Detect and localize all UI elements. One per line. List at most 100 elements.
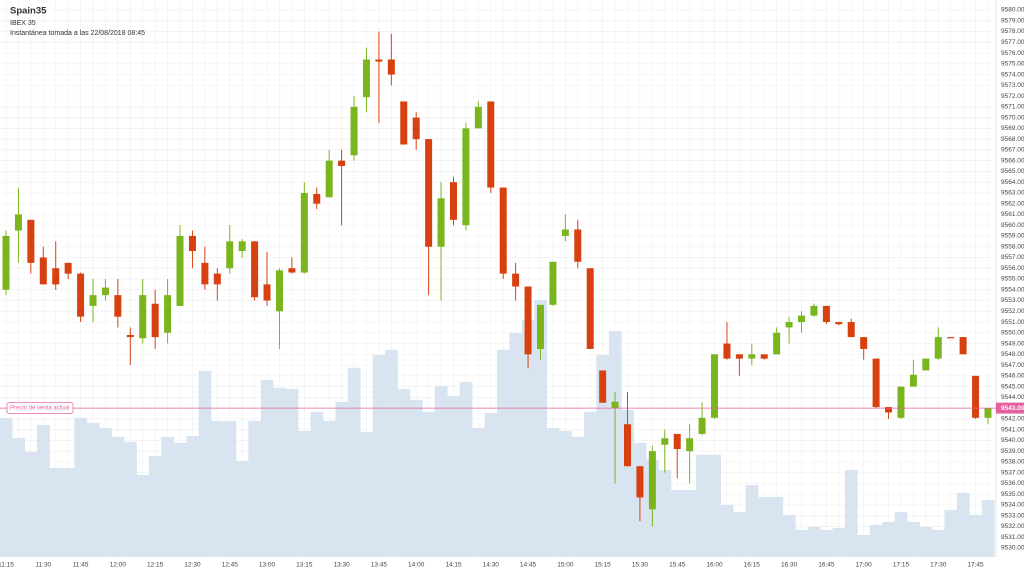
volume-bar [99,427,112,557]
candle-body [909,374,917,387]
candle-body [487,101,495,188]
candle-body [860,337,868,349]
y-tick-label: 9561.00 [1001,211,1024,218]
candle-body [984,408,992,418]
volume-bar [161,436,175,557]
candle-body [897,386,905,418]
y-tick-label: 9542.00 [1001,416,1024,423]
volume-bar [546,427,560,557]
volume-bar [857,534,871,557]
volume-bar [770,496,784,557]
volume-bar [397,388,411,557]
volume-bar [447,395,460,557]
y-tick-label: 9556.00 [1001,265,1024,272]
candle-body [300,192,308,273]
volume-bar [658,469,672,557]
candle-body [673,433,681,450]
volume-bar [372,354,386,557]
volume-bar [795,529,809,557]
y-tick-label: 9537.00 [1001,469,1024,476]
y-tick-label: 9546.00 [1001,373,1024,380]
y-tick-label: 9534.00 [1001,502,1024,509]
volume-bar [944,509,958,557]
volume-bar [24,451,38,557]
y-tick-label: 9565.00 [1001,168,1024,175]
candle-body [151,303,159,338]
y-tick-label: 9562.00 [1001,200,1024,207]
volume-bar [559,430,572,557]
chart-subtitle: IBEX 35 [10,20,36,27]
chart-title: Spain35 [10,6,47,17]
volume-bar [12,437,25,557]
y-tick-label: 9558.00 [1001,243,1024,250]
candle-body [362,59,370,98]
volume-bar [845,469,858,557]
candle-body [338,160,346,167]
current-price-tag-box [6,402,74,414]
volume-bar [807,526,821,557]
volume-bar [459,381,473,557]
volume-bar [37,424,50,557]
y-tick-label: 9572.00 [1001,93,1024,100]
volume-bar [124,441,137,557]
y-tick-label: 9552.00 [1001,308,1024,315]
candle-body [27,219,35,263]
y-tick-label: 9540.00 [1001,437,1024,444]
x-tick-label: 14:00 [408,562,425,569]
x-tick-label: 16:00 [706,562,723,569]
volume-bar [733,511,746,557]
volume-bar [434,385,448,557]
volume-bar [907,521,920,557]
volume-bar [49,467,63,557]
candle-body [723,343,731,359]
volume-bar [223,420,237,557]
candle-body [959,337,967,355]
volume-bar [111,436,125,557]
x-tick-label: 16:45 [818,562,835,569]
volume-bar [683,489,697,557]
volume-bar [260,379,274,557]
volume-bar [136,474,150,557]
candle-body [437,198,445,247]
candle-body [462,128,470,226]
x-tick-label: 11:15 [0,562,14,569]
current-price-tag: Precio de venta actual [10,406,69,412]
candle-body [226,241,234,269]
x-tick-label: 13:15 [296,562,313,569]
candle-body [400,101,408,145]
y-tick-label: 9549.00 [1001,340,1024,347]
candle-body [77,273,85,317]
candle-body [524,286,532,355]
candle-body [176,235,184,306]
volume-bar [745,484,759,557]
y-tick-label: 9566.00 [1001,157,1024,164]
candle-body [164,295,172,333]
candle-body [387,59,395,75]
y-tick-label: 9551.00 [1001,319,1024,326]
x-tick-label: 16:30 [781,562,798,569]
volume-bar [919,526,933,557]
candle-body [661,438,669,445]
volume-bar [956,492,970,557]
volume-bar [969,514,983,557]
candle-layer [2,31,992,527]
candle-body [798,315,806,323]
volume-bar [61,467,75,557]
y-tick-label: 9564.00 [1001,179,1024,186]
y-tick-label: 9554.00 [1001,286,1024,293]
candle-body [512,273,520,287]
volume-bar [310,411,324,557]
candle-body [350,106,358,156]
candle-body [947,337,955,339]
y-tick-label: 9557.00 [1001,254,1024,261]
y-tick-label: 9559.00 [1001,233,1024,240]
volume-bar [298,430,311,557]
candle-body [773,332,781,355]
y-tick-label: 9578.00 [1001,28,1024,35]
candle-body [499,187,507,274]
volume-bar [335,401,349,557]
y-tick-label: 9531.00 [1001,534,1024,541]
volume-bar [695,454,709,557]
candle-body [139,295,147,339]
x-tick-label: 17:15 [893,562,910,569]
